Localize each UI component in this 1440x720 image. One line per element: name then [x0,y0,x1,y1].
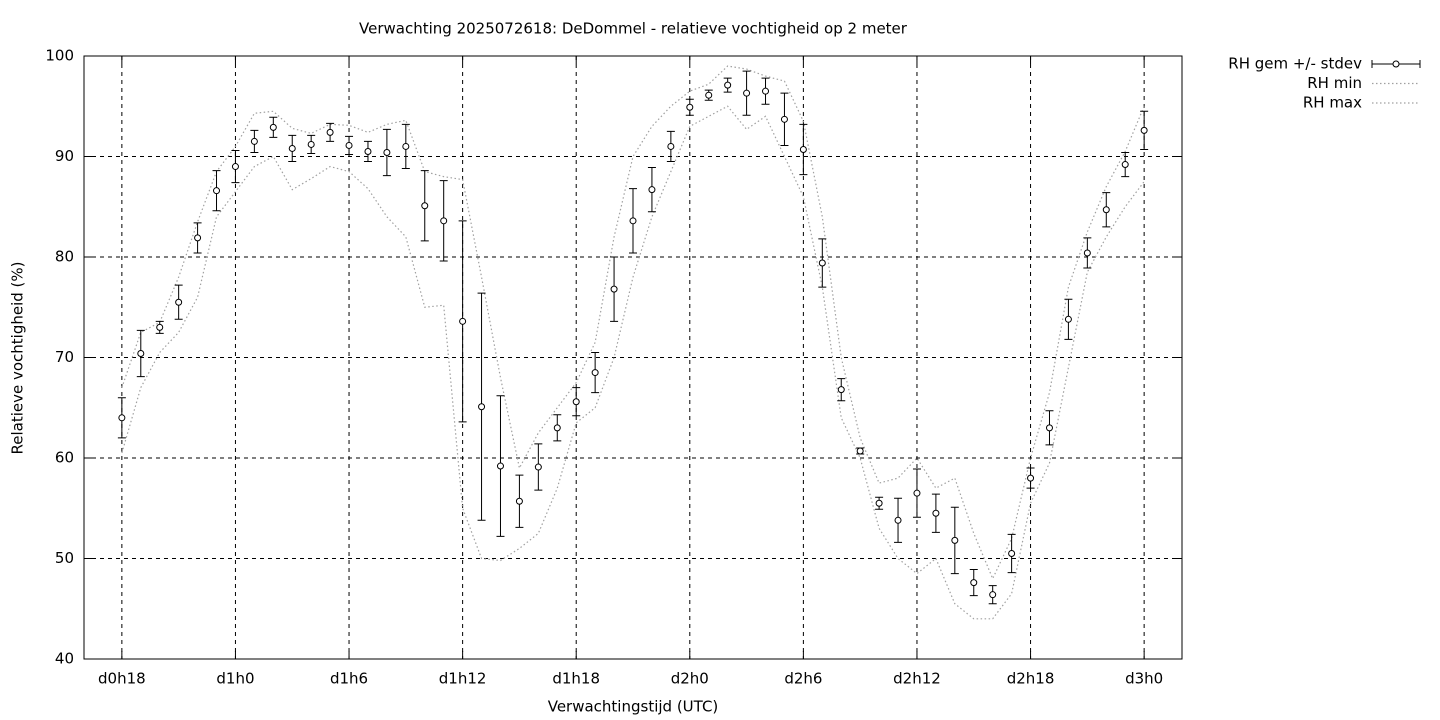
data-point [1027,474,1035,482]
data-point [194,234,202,242]
x-tick-label: d2h0 [671,670,709,688]
data-point [364,147,372,155]
x-tick-label: d1h0 [216,670,254,688]
legend-sample [1392,60,1400,68]
data-point [780,115,788,123]
range-line [121,65,1145,581]
data-point [326,128,334,136]
data-point [496,462,504,470]
data-point [724,81,732,89]
range-line [121,105,1145,620]
y-tick-label: 50 [55,549,74,567]
data-point [1083,249,1091,257]
data-point [269,123,277,131]
x-tick-label: d1h18 [552,670,600,688]
data-point [875,499,883,507]
data-point [970,579,978,587]
data-point [402,142,410,150]
data-point [288,144,296,152]
y-tick-label: 80 [55,248,74,266]
x-tick-label: d1h6 [330,670,368,688]
x-tick-label: d2h12 [893,670,941,688]
data-point [213,187,221,195]
data-point [856,447,864,455]
y-tick-label: 70 [55,348,74,366]
y-tick-label: 90 [55,147,74,165]
data-point [1045,424,1053,432]
data-point [1140,126,1148,134]
data-point [591,369,599,377]
plot-frame [83,55,1183,660]
data-point [118,414,126,422]
y-tick-label: 100 [45,47,74,65]
y-tick-label: 40 [55,650,74,668]
legend-label: RH max [1303,94,1362,112]
data-point [648,186,656,194]
x-tick-label: d3h0 [1125,670,1163,688]
data-point [799,145,807,153]
data-point [250,137,258,145]
data-point [686,103,694,111]
data-point [553,424,561,432]
data-point [629,217,637,225]
data-point [705,91,713,99]
x-tick-label: d2h18 [1007,670,1055,688]
data-point [743,89,751,97]
data-point [951,536,959,544]
y-tick-label: 60 [55,449,74,467]
data-point [667,142,675,150]
data-point [137,349,145,357]
x-axis-label: Verwachtingstijd (UTC) [548,698,719,716]
data-point [894,516,902,524]
data-point [1064,315,1072,323]
data-point [440,217,448,225]
legend-label: RH gem +/- stdev [1228,55,1362,73]
data-point [345,141,353,149]
y-axis-label: Relatieve vochtigheid (%) [9,261,27,454]
data-point [610,285,618,293]
data-point [1121,161,1129,169]
data-point [421,202,429,210]
x-tick-label: d0h18 [98,670,146,688]
legend-label: RH min [1307,74,1362,92]
data-point [913,489,921,497]
data-point [989,591,997,599]
data-point [515,497,523,505]
data-point [231,163,239,171]
data-point [459,317,467,325]
data-point [156,323,164,331]
x-tick-label: d1h12 [439,670,487,688]
data-point [1008,549,1016,557]
x-tick-label: d2h6 [784,670,822,688]
data-point [932,509,940,517]
data-point [175,298,183,306]
data-point [534,463,542,471]
data-point [478,403,486,411]
data-point [307,140,315,148]
data-point [1102,206,1110,214]
data-point [383,148,391,156]
data-point [818,259,826,267]
data-point [837,386,845,394]
data-point [572,398,580,406]
chart-title: Verwachting 2025072618: DeDommel - relat… [359,20,908,38]
data-point [762,87,770,95]
